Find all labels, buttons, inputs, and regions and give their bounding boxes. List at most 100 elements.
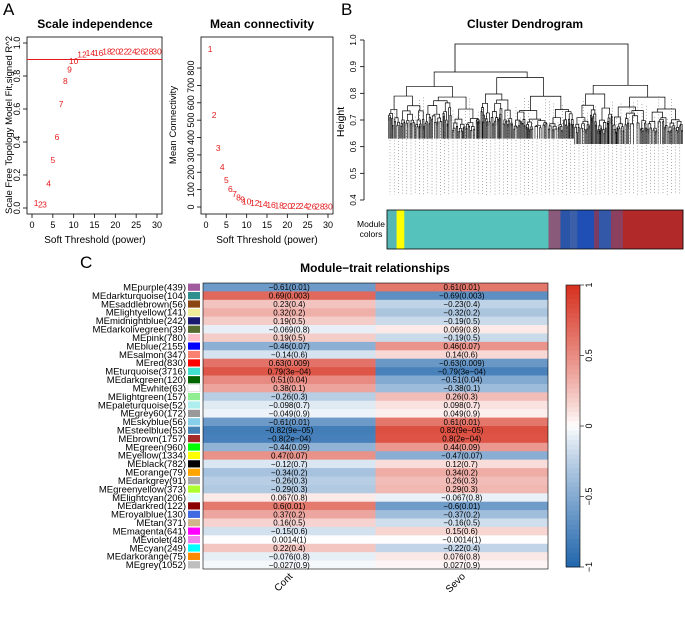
scale-point-label: 5	[50, 155, 55, 165]
dendrogram-cluster-left-branch	[400, 123, 404, 128]
legend-gradient-step	[566, 524, 580, 530]
dendrogram-cluster-right-branch	[660, 117, 667, 126]
heatmap-cell	[375, 367, 548, 376]
dendrogram-cluster-left-branch	[525, 126, 528, 131]
dendrogram-cluster-left-branch	[394, 117, 399, 123]
dendrogram-cluster-left-branch	[486, 121, 488, 128]
heatmap-cell	[375, 325, 548, 334]
scale-point-label: 30	[152, 46, 162, 56]
heatmap-cell-label: 0.14(0.6)	[446, 351, 478, 360]
heatmap-cell-label: 0.44(0.09)	[444, 443, 481, 452]
dendrogram-cluster-left-branch	[519, 110, 538, 120]
dendrogram-cluster-right-branch	[586, 128, 589, 135]
heatmap-cell	[203, 442, 376, 452]
dendrogram-cluster-left-branch	[467, 125, 470, 129]
dendrogram-cluster-right-branch	[626, 112, 635, 119]
heatmap-cell-label: 0.46(0.07)	[444, 342, 481, 351]
scale-point-label: 24	[127, 46, 137, 56]
dendrogram-cluster-left-branch	[529, 118, 541, 123]
dendrogram-cluster-left-branch	[491, 111, 497, 118]
heatmap-cell	[375, 400, 548, 410]
dendrogram-cluster-right-branch	[612, 124, 616, 130]
heatmap-row-label: MEcyan(249)	[130, 543, 187, 554]
heatmap-cell-label: 0.069(0.8)	[444, 325, 481, 334]
dendrogram-y-tick-label: 0.5	[349, 167, 358, 179]
heatmap-cell	[203, 325, 376, 334]
dendrogram-cluster-left-branch	[458, 108, 474, 120]
heatmap-cell-label: −0.61(0.01)	[269, 283, 310, 292]
connectivity-point-label: 3	[216, 143, 221, 153]
dendrogram-cluster-right-branch	[581, 104, 594, 118]
mean-connectivity-plot: Mean connectivity Soft Threshold (power)…	[168, 17, 334, 246]
heatmap-row-label: MEdarkturquoise(104)	[92, 291, 186, 302]
dendrogram-cluster-left-branch	[499, 113, 502, 118]
heatmap-cell	[203, 308, 376, 317]
heatmap-cell-label: 0.23(0.4)	[273, 300, 305, 309]
heatmap-cell-label: 0.8(2e−04)	[442, 435, 481, 444]
dendrogram-cluster-right-branch	[621, 126, 624, 131]
dendrogram-cluster-left-branch	[545, 123, 548, 128]
legend-gradient-step	[566, 411, 580, 417]
dendrogram-cluster-left-branch	[416, 126, 419, 130]
dendrogram-cluster-left-branch	[462, 127, 465, 130]
dendrogram-cluster-left-branch	[396, 124, 399, 128]
heatmap-row-label: MEblack(782)	[127, 459, 186, 470]
dendrogram-cluster-left-branch	[530, 95, 562, 111]
connectivity-point-label: 5	[224, 175, 229, 185]
heatmap-cell	[203, 468, 376, 477]
heatmap-cell-label: −0.23(0.4)	[443, 300, 480, 309]
dendrogram-cluster-left-branch	[390, 109, 398, 118]
dendrogram-cluster-right-branch	[577, 127, 580, 134]
heatmap-cell-label: 0.61(0.01)	[444, 283, 481, 292]
heatmap-cell	[203, 526, 376, 536]
dendrogram-title: Cluster Dendrogram	[467, 17, 583, 31]
scale-point-label: 18	[102, 46, 112, 56]
dendrogram-cluster-left-branch	[534, 126, 538, 129]
dendrogram-cluster-left-branch	[466, 123, 470, 129]
legend-gradient-step	[566, 364, 580, 370]
legend-gradient-step	[566, 327, 580, 333]
heatmap-cell	[203, 543, 376, 553]
dendrogram-cluster-right-branch	[617, 106, 636, 118]
dendrogram-cluster-left-branch	[522, 123, 524, 126]
heatmap-cell	[375, 552, 548, 561]
dendrogram-cluster-left-branch	[552, 125, 557, 130]
dendrogram-cluster-right-branch	[597, 129, 600, 131]
connectivity-point-label: 8	[236, 192, 241, 202]
dendrogram-branches	[388, 43, 683, 195]
heatmap-cell-label: −0.51(0.04)	[441, 376, 482, 385]
dendrogram-cluster-right-branch	[575, 123, 580, 128]
legend-gradient-step	[566, 285, 580, 291]
dendrogram-cluster-right-branch	[676, 127, 679, 134]
heatmap-frame	[202, 282, 549, 570]
dendrogram-cluster-right-branch	[610, 115, 613, 125]
scale-y-tick-label: 0.4	[12, 136, 22, 149]
dendrogram-cluster-left-branch	[433, 113, 441, 119]
heatmap-cell	[203, 316, 376, 326]
heatmap-cell	[203, 375, 376, 385]
connectivity-x-tick-label: 25	[303, 220, 313, 230]
heatmap-cell	[375, 316, 548, 326]
heatmap-cell	[203, 383, 376, 393]
dendrogram-cluster-right-branch	[645, 127, 647, 133]
module-color-swatch	[188, 468, 200, 476]
connectivity-point-label: 26	[307, 201, 317, 211]
heatmap-cell-label: 0.6(0.01)	[273, 502, 305, 511]
module-color-swatch	[188, 552, 200, 560]
module-color-swatch	[188, 283, 200, 291]
dendrogram-cluster-right-branch	[679, 125, 682, 132]
dendrogram-cluster-left-branch	[522, 119, 526, 126]
heatmap-cell	[203, 350, 376, 360]
legend-tick-label: 0.5	[584, 349, 594, 362]
dendrogram-cluster-right-branch	[599, 119, 605, 126]
dendrogram-cluster-left-branch	[465, 127, 468, 131]
dendrogram-cluster-right-branch	[575, 132, 578, 135]
dendrogram-cluster-left-branch	[402, 110, 411, 120]
dendrogram-y-tick-label: 0.8	[349, 87, 358, 99]
heatmap-cell	[203, 409, 376, 418]
heatmap-cell	[375, 451, 548, 460]
module-color-swatch	[188, 443, 200, 451]
legend-gradient-step	[566, 430, 580, 436]
module-color-swatch	[188, 317, 200, 325]
dendrogram-cluster-left-branch	[482, 103, 489, 113]
